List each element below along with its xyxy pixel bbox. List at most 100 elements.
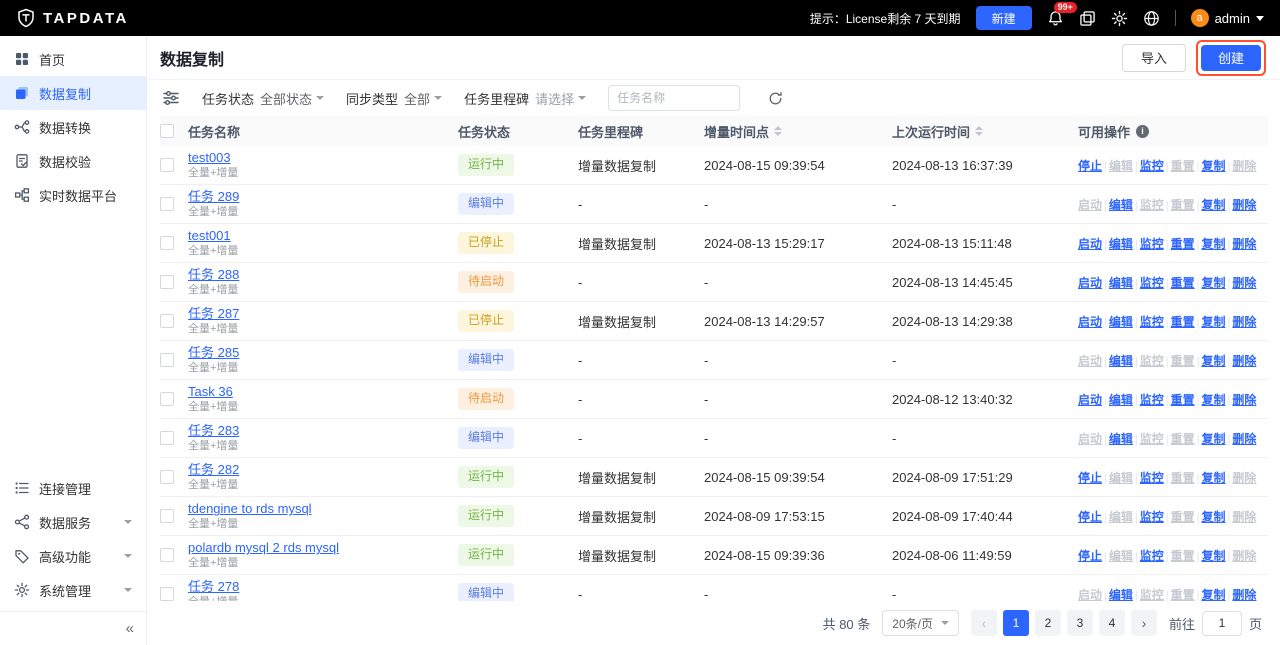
action-reset[interactable]: 重置	[1170, 314, 1195, 329]
action-reset[interactable]: 重置	[1170, 236, 1195, 251]
row-checkbox[interactable]	[160, 314, 174, 328]
action-start[interactable]: 启动	[1078, 236, 1103, 251]
action-reset[interactable]: 重置	[1170, 392, 1195, 407]
page-size-select[interactable]: 20条/页	[882, 610, 959, 636]
task-name-link[interactable]: test001	[188, 228, 231, 244]
action-monitor[interactable]: 监控	[1139, 197, 1164, 212]
task-name-link[interactable]: Task 36	[188, 384, 233, 400]
column-header-task-status[interactable]: 任务状态	[458, 124, 511, 140]
task-name-link[interactable]: test003	[188, 150, 231, 166]
action-edit[interactable]: 编辑	[1108, 197, 1133, 212]
row-checkbox[interactable]	[160, 158, 174, 172]
action-edit[interactable]: 编辑	[1108, 470, 1133, 485]
action-monitor[interactable]: 监控	[1139, 431, 1164, 446]
action-start[interactable]: 启动	[1078, 314, 1103, 329]
page-button[interactable]: 4	[1098, 610, 1125, 636]
filter-sync-type[interactable]: 同步类型 全部	[346, 89, 443, 108]
action-reset[interactable]: 重置	[1170, 275, 1195, 290]
import-button[interactable]: 导入	[1121, 43, 1186, 72]
action-delete[interactable]: 删除	[1232, 158, 1257, 173]
globe-icon[interactable]	[1143, 10, 1160, 27]
action-stop[interactable]: 停止	[1078, 509, 1103, 524]
row-checkbox[interactable]	[160, 275, 174, 289]
column-header-milestone[interactable]: 任务里程碑	[578, 124, 644, 140]
sidebar-item-data-services[interactable]: 数据服务	[0, 505, 146, 539]
row-checkbox[interactable]	[160, 236, 174, 250]
action-delete[interactable]: 删除	[1232, 548, 1257, 563]
task-name-link[interactable]: 任务 287	[188, 306, 240, 322]
action-copy[interactable]: 复制	[1201, 548, 1226, 563]
action-delete[interactable]: 删除	[1232, 392, 1257, 407]
action-start[interactable]: 启动	[1078, 392, 1103, 407]
action-stop[interactable]: 停止	[1078, 470, 1103, 485]
user-menu[interactable]: a admin	[1190, 9, 1264, 27]
action-delete[interactable]: 删除	[1232, 470, 1257, 485]
action-edit[interactable]: 编辑	[1108, 392, 1133, 407]
sidebar-item-advanced-features[interactable]: 高级功能	[0, 539, 146, 573]
task-name-link[interactable]: 任务 285	[188, 345, 240, 361]
action-monitor[interactable]: 监控	[1139, 392, 1164, 407]
page-button[interactable]: 3	[1066, 610, 1093, 636]
action-stop[interactable]: 停止	[1078, 158, 1103, 173]
action-edit[interactable]: 编辑	[1108, 314, 1133, 329]
action-monitor[interactable]: 监控	[1139, 353, 1164, 368]
row-checkbox[interactable]	[160, 587, 174, 601]
action-reset[interactable]: 重置	[1170, 431, 1195, 446]
filter-task-status[interactable]: 任务状态 全部状态	[202, 89, 325, 108]
prev-page-button[interactable]: ‹	[970, 610, 997, 636]
action-copy[interactable]: 复制	[1201, 509, 1226, 524]
column-header-task-name[interactable]: 任务名称	[188, 124, 241, 140]
action-monitor[interactable]: 监控	[1139, 236, 1164, 251]
sidebar-item-realtime-platform[interactable]: 实时数据平台	[0, 178, 146, 212]
action-start[interactable]: 启动	[1078, 275, 1103, 290]
action-reset[interactable]: 重置	[1170, 158, 1195, 173]
action-monitor[interactable]: 监控	[1139, 158, 1164, 173]
action-edit[interactable]: 编辑	[1108, 353, 1133, 368]
action-monitor[interactable]: 监控	[1139, 509, 1164, 524]
action-monitor[interactable]: 监控	[1139, 470, 1164, 485]
task-name-link[interactable]: polardb mysql 2 rds mysql	[188, 540, 339, 556]
action-delete[interactable]: 删除	[1232, 197, 1257, 212]
action-copy[interactable]: 复制	[1201, 236, 1226, 251]
info-icon[interactable]: i	[1136, 124, 1150, 138]
sidebar-item-data-replication[interactable]: 数据复制	[0, 76, 146, 110]
row-checkbox[interactable]	[160, 353, 174, 367]
action-edit[interactable]: 编辑	[1108, 509, 1133, 524]
page-button[interactable]: 1	[1002, 610, 1029, 636]
task-name-link[interactable]: 任务 282	[188, 462, 240, 478]
action-reset[interactable]: 重置	[1170, 470, 1195, 485]
row-checkbox[interactable]	[160, 431, 174, 445]
sidebar-item-data-transform[interactable]: 数据转换	[0, 110, 146, 144]
action-delete[interactable]: 删除	[1232, 275, 1257, 290]
gear-icon[interactable]	[1111, 10, 1128, 27]
action-reset[interactable]: 重置	[1170, 548, 1195, 563]
task-name-link[interactable]: 任务 283	[188, 423, 240, 439]
action-monitor[interactable]: 监控	[1139, 587, 1164, 602]
action-reset[interactable]: 重置	[1170, 353, 1195, 368]
action-copy[interactable]: 复制	[1201, 587, 1226, 602]
action-edit[interactable]: 编辑	[1108, 158, 1133, 173]
action-copy[interactable]: 复制	[1201, 431, 1226, 446]
collapse-sidebar-button[interactable]: «	[125, 620, 134, 637]
select-all-checkbox[interactable]	[160, 124, 174, 138]
notification-bell-icon[interactable]: 99+	[1047, 1, 1077, 27]
filter-milestone[interactable]: 任务里程碑 请选择	[464, 89, 587, 108]
row-checkbox[interactable]	[160, 470, 174, 484]
action-copy[interactable]: 复制	[1201, 353, 1226, 368]
action-edit[interactable]: 编辑	[1108, 548, 1133, 563]
action-delete[interactable]: 删除	[1232, 587, 1257, 602]
sidebar-item-system-management[interactable]: 系统管理	[0, 573, 146, 607]
action-start[interactable]: 启动	[1078, 197, 1103, 212]
goto-page-input[interactable]	[1201, 610, 1242, 636]
action-reset[interactable]: 重置	[1170, 197, 1195, 212]
action-delete[interactable]: 删除	[1232, 236, 1257, 251]
action-stop[interactable]: 停止	[1078, 548, 1103, 563]
task-name-link[interactable]: 任务 289	[188, 189, 240, 205]
create-button[interactable]: 创建	[1200, 44, 1261, 71]
action-edit[interactable]: 编辑	[1108, 587, 1133, 602]
task-name-link[interactable]: 任务 288	[188, 267, 240, 283]
task-name-link[interactable]: tdengine to rds mysql	[188, 501, 312, 517]
row-checkbox[interactable]	[160, 509, 174, 523]
action-monitor[interactable]: 监控	[1139, 548, 1164, 563]
action-monitor[interactable]: 监控	[1139, 275, 1164, 290]
